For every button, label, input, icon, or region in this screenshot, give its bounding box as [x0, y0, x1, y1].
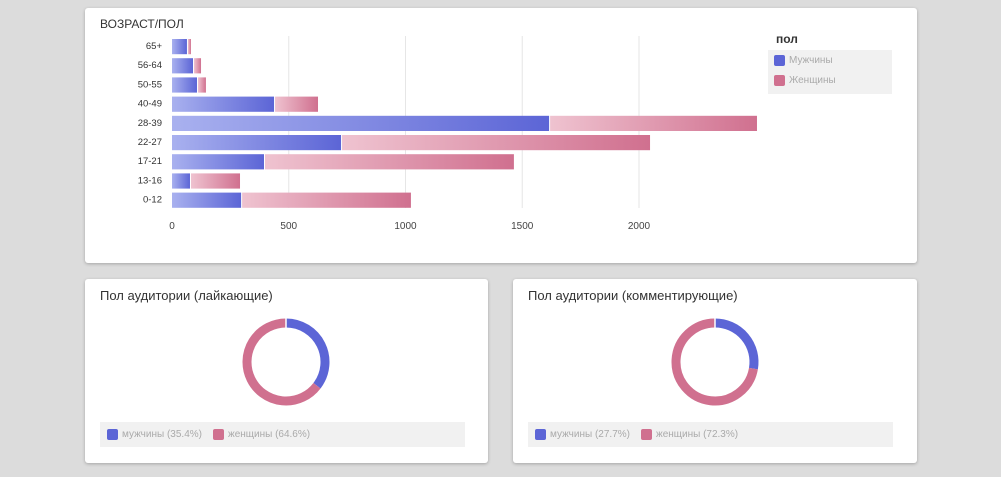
y-tick-label: 22-27 — [138, 137, 162, 148]
y-tick-label: 17-21 — [138, 156, 162, 167]
bar-male — [172, 115, 550, 131]
y-tick-label: 40-49 — [138, 99, 162, 110]
legend-item-female[interactable]: Женщины — [774, 75, 836, 86]
bar-male — [172, 96, 275, 112]
bar-male — [172, 58, 194, 74]
y-tick-label: 28-39 — [138, 118, 162, 129]
x-tick-label: 500 — [280, 221, 297, 232]
bar-female — [190, 173, 241, 189]
x-tick-label: 1000 — [394, 221, 417, 232]
chart-title: ВОЗРАСТ/ПОЛ — [100, 17, 184, 31]
y-tick-label: 65+ — [146, 41, 163, 52]
bar-female — [194, 58, 202, 74]
donut-slice — [714, 318, 759, 370]
legend-item-male[interactable]: мужчины (27.7%) — [535, 429, 630, 440]
age-gender-card: ВОЗРАСТ/ПОЛ 0 500 1000 1500 2000 65+ 56-64 50-5… — [85, 8, 917, 263]
bar-male — [172, 39, 187, 55]
legend-item-female[interactable]: женщины (72.3%) — [641, 429, 738, 440]
y-tick-label: 13-16 — [138, 175, 162, 186]
legend-title: пол — [776, 32, 798, 46]
donut-slice — [671, 318, 758, 406]
legend-item-female[interactable]: женщины (64.6%) — [213, 429, 310, 440]
legend: мужчины (35.4%) женщины (64.6%) — [100, 422, 465, 447]
y-tick-label: 50-55 — [138, 79, 162, 90]
age-gender-chart: 0 500 1000 1500 2000 65+ 56-64 50-55 40-49 28-39 2… — [138, 36, 757, 232]
donut-slice — [285, 318, 330, 389]
y-tick-label: 56-64 — [138, 60, 162, 71]
bar-female — [342, 135, 651, 151]
legend: Мужчины Женщины — [768, 50, 892, 94]
bar-female — [242, 192, 411, 208]
x-tick-label: 0 — [169, 221, 175, 232]
chart-title: Пол аудитории (лайкающие) — [100, 288, 273, 303]
bar-male — [172, 173, 190, 189]
y-tick-label: 0-12 — [143, 195, 162, 206]
bar-male — [172, 135, 342, 151]
commenters-donut — [671, 318, 759, 406]
bar-male — [172, 154, 264, 170]
chart-title: Пол аудитории (комментирующие) — [528, 288, 738, 303]
legend-item-male[interactable]: мужчины (35.4%) — [107, 429, 202, 440]
bar-female — [187, 39, 191, 55]
bar-female — [550, 115, 757, 131]
commenters-gender-card: Пол аудитории (комментирующие) мужчины (… — [513, 279, 917, 463]
likers-donut — [242, 318, 330, 406]
legend-item-male[interactable]: Мужчины — [774, 55, 833, 66]
legend: мужчины (27.7%) женщины (72.3%) — [528, 422, 893, 447]
x-tick-label: 2000 — [628, 221, 651, 232]
bar-female — [264, 154, 514, 170]
bar-female — [275, 96, 319, 112]
bar-male — [172, 77, 197, 93]
bar-female — [197, 77, 206, 93]
bar-male — [172, 192, 242, 208]
donut-slice — [242, 318, 321, 406]
likers-gender-card: Пол аудитории (лайкающие) мужчины (35.4%… — [85, 279, 488, 463]
x-tick-label: 1500 — [511, 221, 534, 232]
